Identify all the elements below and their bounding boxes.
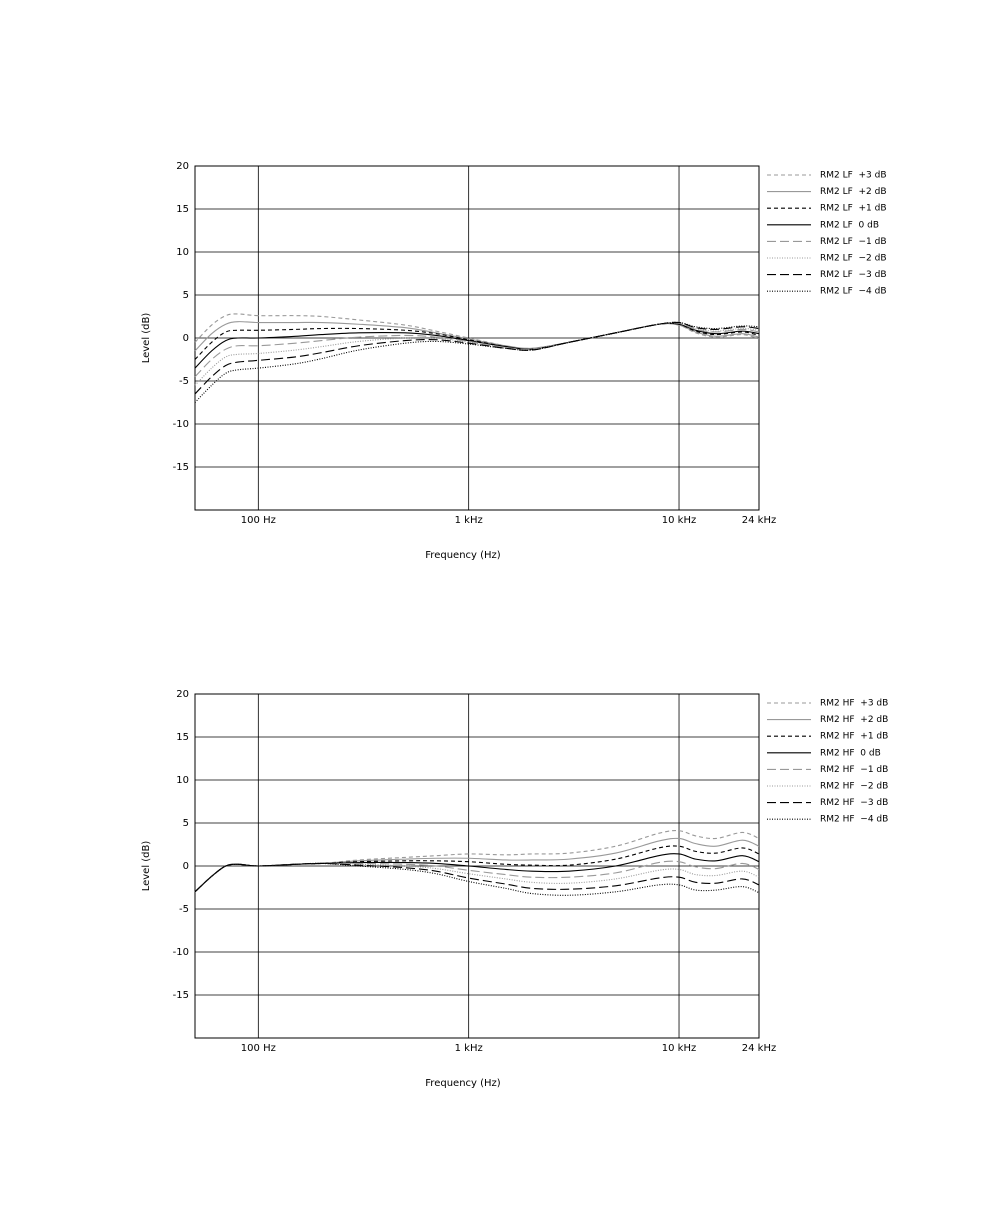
series-line xyxy=(194,313,760,349)
legend-label: RM2 HF −3 dB xyxy=(820,798,888,808)
series-line xyxy=(194,853,760,893)
x-tick-label: 24 kHz xyxy=(742,1043,776,1054)
series-line xyxy=(194,322,760,386)
legend-label: RM2 LF +2 dB xyxy=(820,187,887,197)
legend-label: RM2 HF +1 dB xyxy=(820,732,888,742)
y-tick-label: 0 xyxy=(183,861,189,872)
y-tick-label: 5 xyxy=(183,818,189,829)
legend-label: RM2 HF +3 dB xyxy=(820,699,888,709)
legend-label: RM2 LF +3 dB xyxy=(820,171,887,181)
y-tick-label: 10 xyxy=(176,775,189,786)
x-tick-label: 1 kHz xyxy=(455,515,483,526)
x-tick-label: 10 kHz xyxy=(662,1043,696,1054)
y-tick-label: 15 xyxy=(176,732,189,743)
series-line xyxy=(194,862,760,893)
legend-label: RM2 HF +2 dB xyxy=(820,715,888,725)
series-line xyxy=(194,862,760,893)
y-tick-label: 20 xyxy=(176,689,189,700)
legend-label: RM2 LF −1 dB xyxy=(820,237,887,247)
legend-label: RM2 LF +1 dB xyxy=(820,204,887,214)
y-tick-label: -15 xyxy=(173,990,189,1001)
x-tick-label: 24 kHz xyxy=(742,515,776,526)
x-tick-label: 1 kHz xyxy=(455,1043,483,1054)
x-tick-label: 10 kHz xyxy=(662,515,696,526)
series-line xyxy=(194,322,760,369)
legend-label: RM2 HF 0 dB xyxy=(820,748,881,758)
y-tick-label: -5 xyxy=(179,376,189,387)
y-tick-label: 15 xyxy=(176,204,189,215)
y-tick-label: 5 xyxy=(183,290,189,301)
y-axis-label: Level (dB) xyxy=(141,841,152,892)
legend-label: RM2 LF −4 dB xyxy=(820,287,887,297)
y-tick-label: -10 xyxy=(173,419,189,430)
legend-label: RM2 LF −3 dB xyxy=(820,270,887,280)
y-tick-label: -15 xyxy=(173,462,189,473)
x-tick-label: 100 Hz xyxy=(241,515,276,526)
series-line xyxy=(194,321,760,352)
x-axis-label: Frequency (Hz) xyxy=(425,550,501,561)
y-tick-label: -10 xyxy=(173,947,189,958)
series-line xyxy=(194,322,760,378)
legend-label: RM2 LF 0 dB xyxy=(820,220,879,230)
legend-label: RM2 LF −2 dB xyxy=(820,254,887,264)
x-axis-label: Frequency (Hz) xyxy=(425,1078,501,1089)
y-tick-label: 0 xyxy=(183,333,189,344)
y-axis-label: Level (dB) xyxy=(141,313,152,364)
series-line xyxy=(194,321,760,395)
y-tick-label: 10 xyxy=(176,247,189,258)
legend-label: RM2 HF −4 dB xyxy=(820,815,888,825)
series-line xyxy=(194,862,760,896)
y-tick-label: -5 xyxy=(179,904,189,915)
legend-label: RM2 HF −1 dB xyxy=(820,765,888,775)
x-tick-label: 100 Hz xyxy=(241,1043,276,1054)
series-line xyxy=(194,322,760,360)
legend-label: RM2 HF −2 dB xyxy=(820,782,888,792)
y-tick-label: 20 xyxy=(176,161,189,172)
series-line xyxy=(194,321,760,403)
